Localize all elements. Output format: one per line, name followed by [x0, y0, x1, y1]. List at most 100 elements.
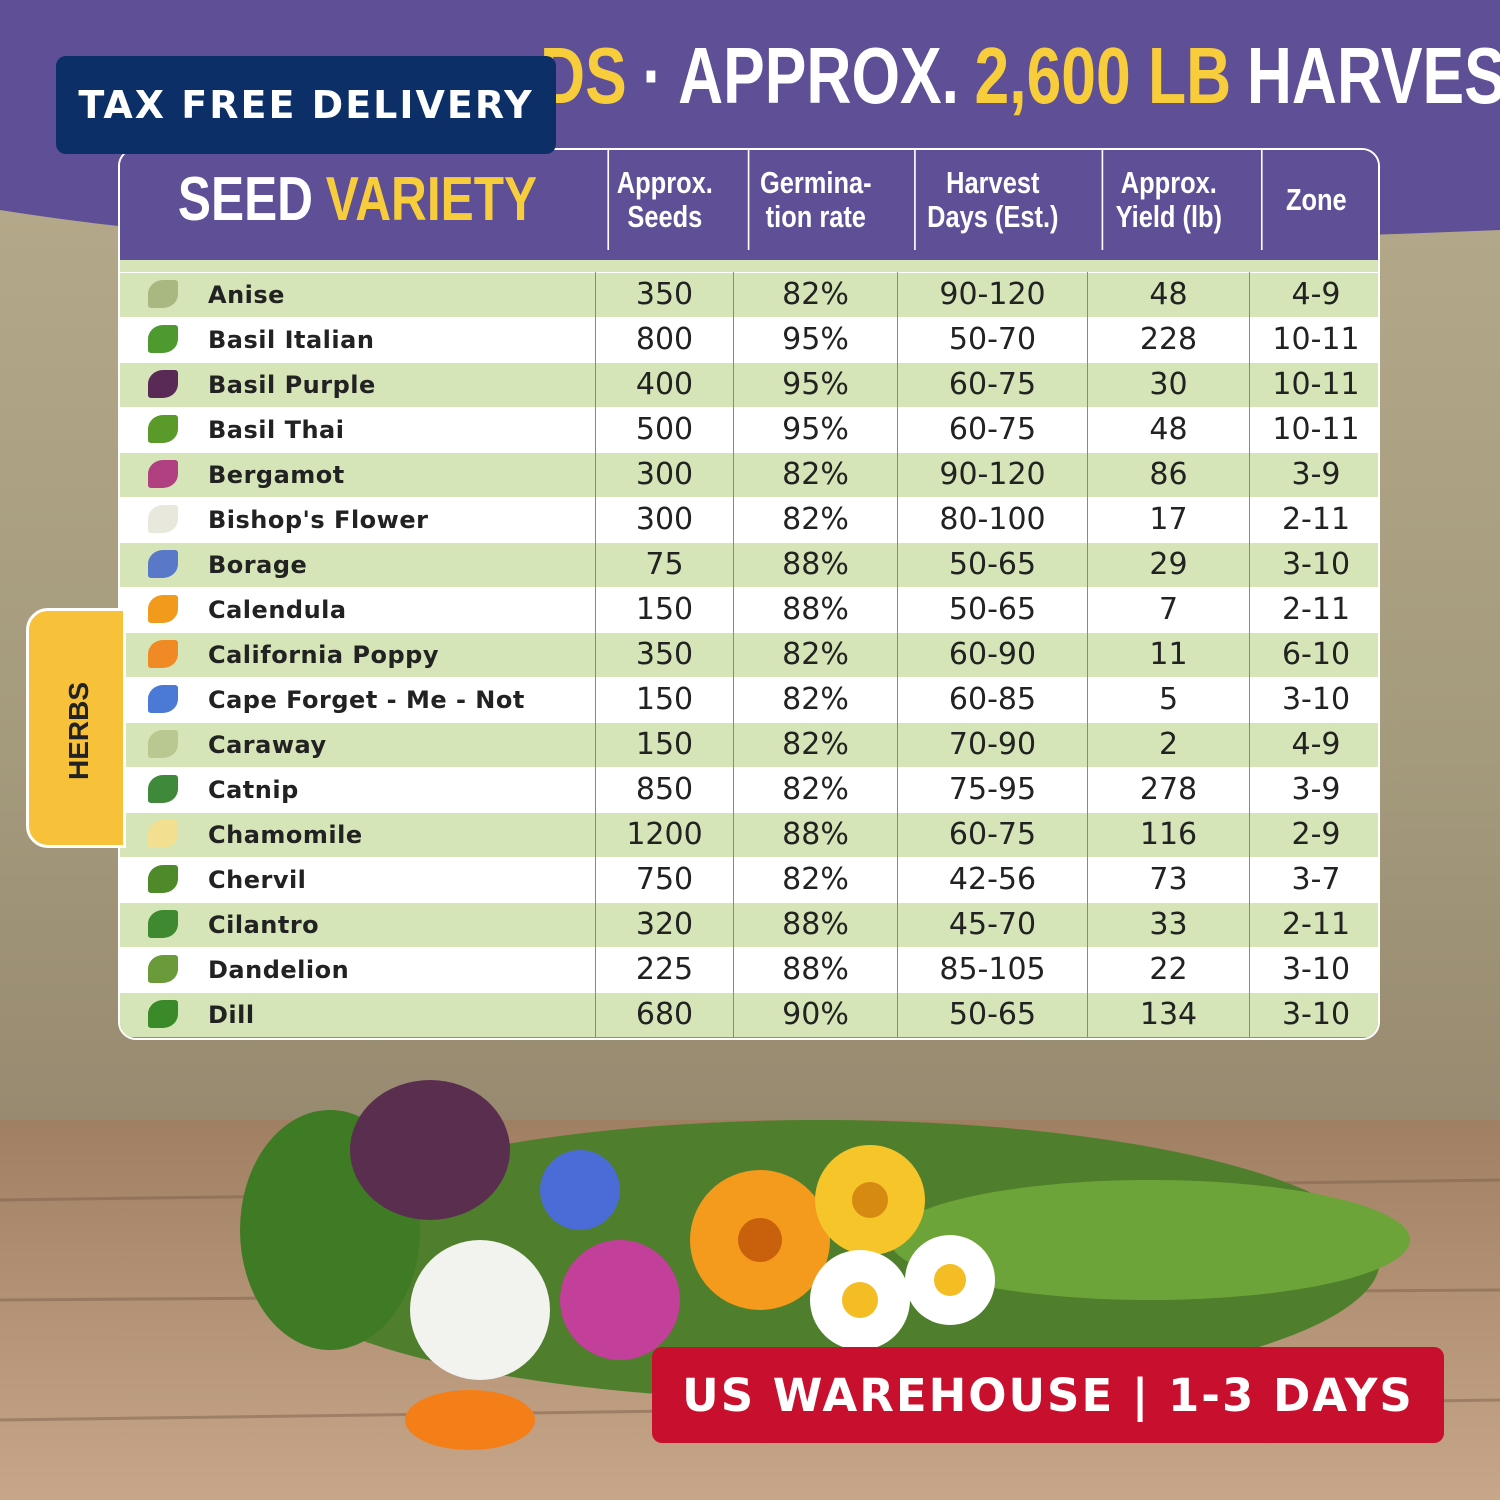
table-cell: 300	[595, 452, 733, 497]
table-cell: 88%	[733, 812, 897, 857]
table-cell: 500	[595, 407, 733, 452]
table-cell: 95%	[733, 407, 897, 452]
table-cell: 3-10	[1249, 992, 1378, 1037]
table-row	[120, 857, 1378, 902]
table-cell: 3-9	[1249, 767, 1378, 812]
table-cell: 116	[1087, 812, 1249, 857]
table-row	[120, 812, 1378, 857]
table-cell: 29	[1087, 542, 1249, 587]
table-cell: 33	[1087, 902, 1249, 947]
table-cell: 2-11	[1249, 497, 1378, 542]
variety-name: Dandelion	[208, 955, 350, 984]
table-cell: 278	[1087, 767, 1249, 812]
variety-name: Cape Forget - Me - Not	[208, 685, 525, 714]
table-cell: 95%	[733, 362, 897, 407]
table-row	[120, 407, 1378, 452]
table-cell: 75	[595, 542, 733, 587]
table-cell: 60-85	[897, 677, 1087, 722]
table-cell: 90-120	[897, 452, 1087, 497]
table-cell: 850	[595, 767, 733, 812]
table-cell: 4-9	[1249, 722, 1378, 767]
table-cell: 60-90	[897, 632, 1087, 677]
table-cell: 50-70	[897, 317, 1087, 362]
row-icon	[148, 415, 178, 443]
table-cell: 10-11	[1249, 407, 1378, 452]
table-cell: 70-90	[897, 722, 1087, 767]
table-cell: 82%	[733, 632, 897, 677]
table-cell: 48	[1087, 407, 1249, 452]
table-cell: 4-9	[1249, 272, 1378, 317]
row-icon	[148, 460, 178, 488]
table-cell: 50-65	[897, 992, 1087, 1037]
table-cell: 680	[595, 992, 733, 1037]
delivery-badge: TAX FREE DELIVERY	[56, 56, 556, 154]
row-icon	[148, 595, 178, 623]
row-icon	[148, 685, 178, 713]
table-row	[120, 632, 1378, 677]
table-row	[120, 587, 1378, 632]
variety-name: Borage	[208, 550, 308, 579]
side-tab-label: HERBS	[63, 681, 94, 780]
table-cell: 6-10	[1249, 632, 1378, 677]
variety-title: SEED VARIETY	[168, 150, 548, 250]
table-row	[120, 992, 1378, 1037]
table-cell: 10-11	[1249, 317, 1378, 362]
table-cell: 82%	[733, 272, 897, 317]
variety-name: Basil Purple	[208, 370, 376, 399]
variety-name: Chamomile	[208, 820, 363, 849]
table-row	[120, 317, 1378, 362]
table-cell: 10-11	[1249, 362, 1378, 407]
table-cell: 134	[1087, 992, 1249, 1037]
header-curve	[120, 260, 1378, 272]
variety-name: Bergamot	[208, 460, 345, 489]
table-cell: 7	[1087, 587, 1249, 632]
row-icon	[148, 730, 178, 758]
table-cell: 90-120	[897, 272, 1087, 317]
table-cell: 75-95	[897, 767, 1087, 812]
table-cell: 17	[1087, 497, 1249, 542]
table-cell: 2	[1087, 722, 1249, 767]
table-row	[120, 362, 1378, 407]
headline-part: 2,600 LB	[974, 31, 1232, 120]
headline-part: · APPROX.	[642, 31, 959, 120]
table-cell: 3-9	[1249, 452, 1378, 497]
table-cell: 750	[595, 857, 733, 902]
column-header: Approx. Seeds	[607, 150, 720, 250]
headline: DS· APPROX.2,600 LBHARVEST	[540, 30, 1500, 120]
table-cell: 320	[595, 902, 733, 947]
table-cell: 82%	[733, 767, 897, 812]
table-cell: 82%	[733, 452, 897, 497]
table-row	[120, 497, 1378, 542]
table-cell: 5	[1087, 677, 1249, 722]
table-cell: 95%	[733, 317, 897, 362]
variety-title-part: VARIETY	[325, 165, 538, 234]
table-row	[120, 947, 1378, 992]
seed-table: SEED VARIETY Approx. Seeds Germina- tion ra…	[118, 148, 1380, 1040]
table-cell: 3-10	[1249, 677, 1378, 722]
table-row	[120, 272, 1378, 317]
table-cell: 45-70	[897, 902, 1087, 947]
variety-title-part: SEED	[177, 165, 313, 234]
variety-name: Dill	[208, 1000, 255, 1029]
table-row	[120, 452, 1378, 497]
table-cell: 3-10	[1249, 542, 1378, 587]
table-row	[120, 677, 1378, 722]
table-cell: 2-9	[1249, 812, 1378, 857]
table-cell: 88%	[733, 587, 897, 632]
row-icon	[148, 505, 178, 533]
variety-name: Bishop's Flower	[208, 505, 429, 534]
table-cell: 88%	[733, 947, 897, 992]
row-icon	[148, 325, 178, 353]
table-cell: 48	[1087, 272, 1249, 317]
column-header: Approx. Yield (lb)	[1101, 150, 1235, 250]
table-cell: 2-11	[1249, 587, 1378, 632]
table-cell: 2-11	[1249, 902, 1378, 947]
row-icon	[148, 820, 178, 848]
row-icon	[148, 280, 178, 308]
variety-name: Basil Thai	[208, 415, 345, 444]
row-icon	[148, 640, 178, 668]
variety-name: Basil Italian	[208, 325, 375, 354]
table-cell: 82%	[733, 497, 897, 542]
table-row	[120, 542, 1378, 587]
table-row	[120, 722, 1378, 767]
